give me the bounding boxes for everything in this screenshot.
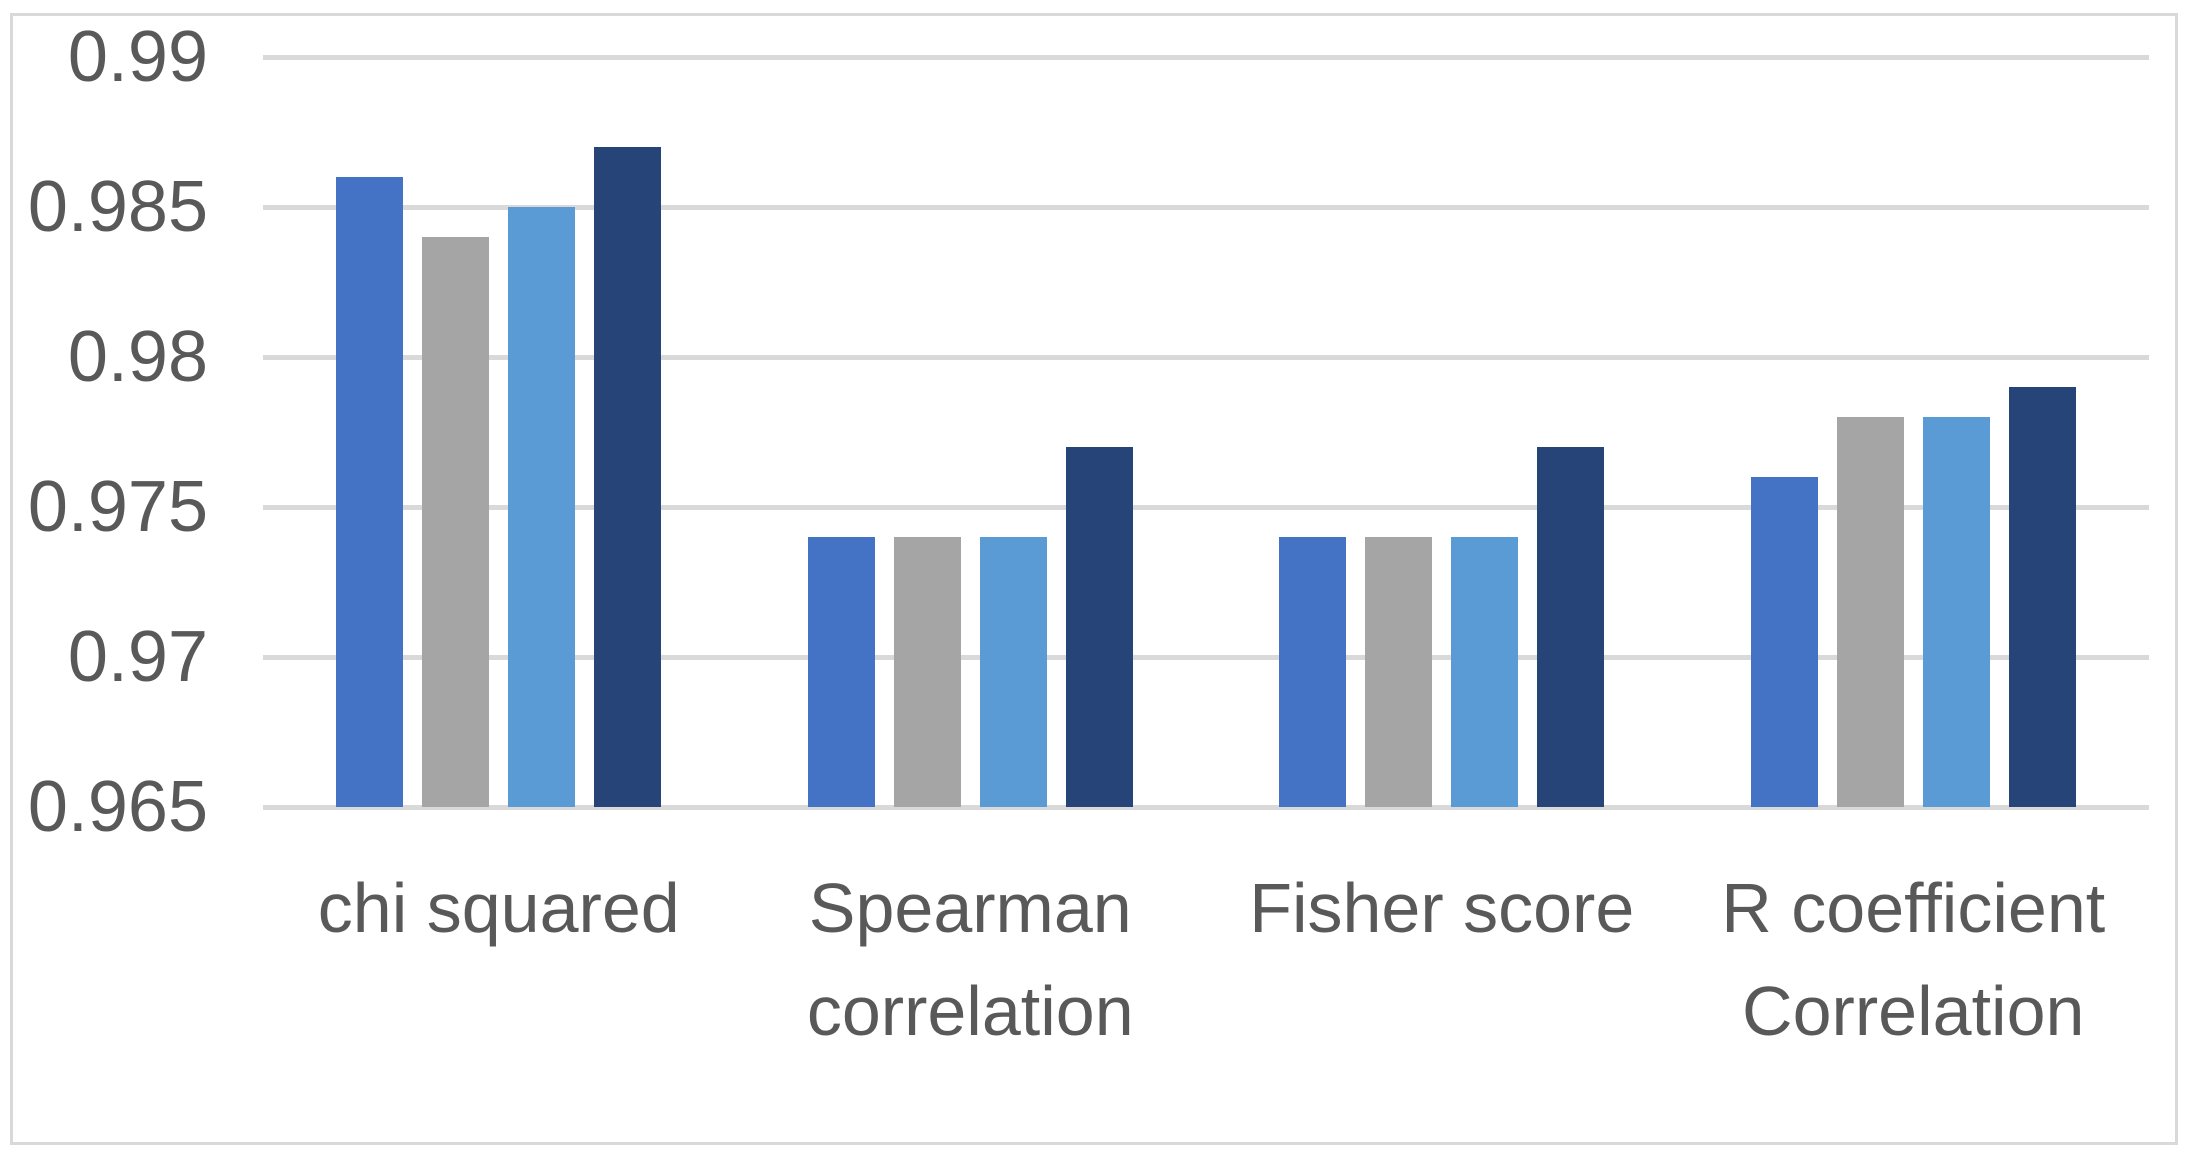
category-label-line: correlation [806, 972, 1134, 1050]
y-axis-tick-labels: 0.99 0.985 0.98 0.975 0.97 0.965 [13, 17, 208, 847]
bar-group-4 [1750, 387, 2076, 807]
category-label-line: R coefficient [1721, 869, 2106, 947]
bar-series-1-blue-cat2 [807, 537, 875, 807]
chart-frame: 0.99 0.985 0.98 0.975 0.97 0.965 chi squared S… [10, 13, 2178, 1145]
category-label-line: Fisher score [1249, 869, 1635, 947]
bar-series-2-gray-cat1 [422, 237, 490, 807]
bar-series-1-blue-cat4 [1750, 477, 1818, 807]
bar-series-4-dark-blue-cat4 [2008, 387, 2076, 807]
gridline [263, 355, 2149, 360]
bar-series-3-light-blue-cat3 [1451, 537, 1519, 807]
category-label-line: chi squared [317, 869, 680, 947]
bar-series-1-blue-cat1 [336, 177, 404, 807]
gridline [263, 55, 2149, 60]
bar-group-2 [807, 447, 1133, 807]
bar-series-1-blue-cat3 [1279, 537, 1347, 807]
bar-series-2-gray-cat3 [1365, 537, 1433, 807]
gridline [263, 505, 2149, 510]
category-label-4: R coefficient Correlation [1678, 857, 2150, 1063]
bar-series-4-dark-blue-cat3 [1537, 447, 1605, 807]
y-tick-label: 0.99 [67, 17, 208, 97]
bar-series-4-dark-blue-cat2 [1065, 447, 1133, 807]
x-axis-category-labels: chi squared Spearman correlation Fisher sco… [263, 857, 2149, 1063]
category-label-3: Fisher score [1206, 857, 1678, 1063]
bar-series-2-gray-cat4 [1836, 417, 1904, 807]
gridline [263, 655, 2149, 660]
y-tick-label: 0.985 [27, 167, 208, 247]
gridline [263, 805, 2149, 810]
bar-group-1 [336, 147, 662, 807]
y-tick-label: 0.98 [67, 317, 208, 397]
bar-series-2-gray-cat2 [893, 537, 961, 807]
category-label-line: Spearman [808, 869, 1132, 947]
gridline [263, 205, 2149, 210]
y-tick-label: 0.965 [27, 767, 208, 847]
plot-area [263, 55, 2149, 810]
bar-series-4-dark-blue-cat1 [594, 147, 662, 807]
bar-group-3 [1279, 447, 1605, 807]
category-label-1: chi squared [263, 857, 735, 1063]
y-tick-label: 0.975 [27, 467, 208, 547]
bar-series-3-light-blue-cat1 [508, 207, 576, 807]
y-tick-label: 0.97 [67, 617, 208, 697]
category-label-line: Correlation [1742, 972, 2085, 1050]
bar-series-3-light-blue-cat2 [979, 537, 1047, 807]
bar-series-3-light-blue-cat4 [1922, 417, 1990, 807]
category-label-2: Spearman correlation [735, 857, 1207, 1063]
